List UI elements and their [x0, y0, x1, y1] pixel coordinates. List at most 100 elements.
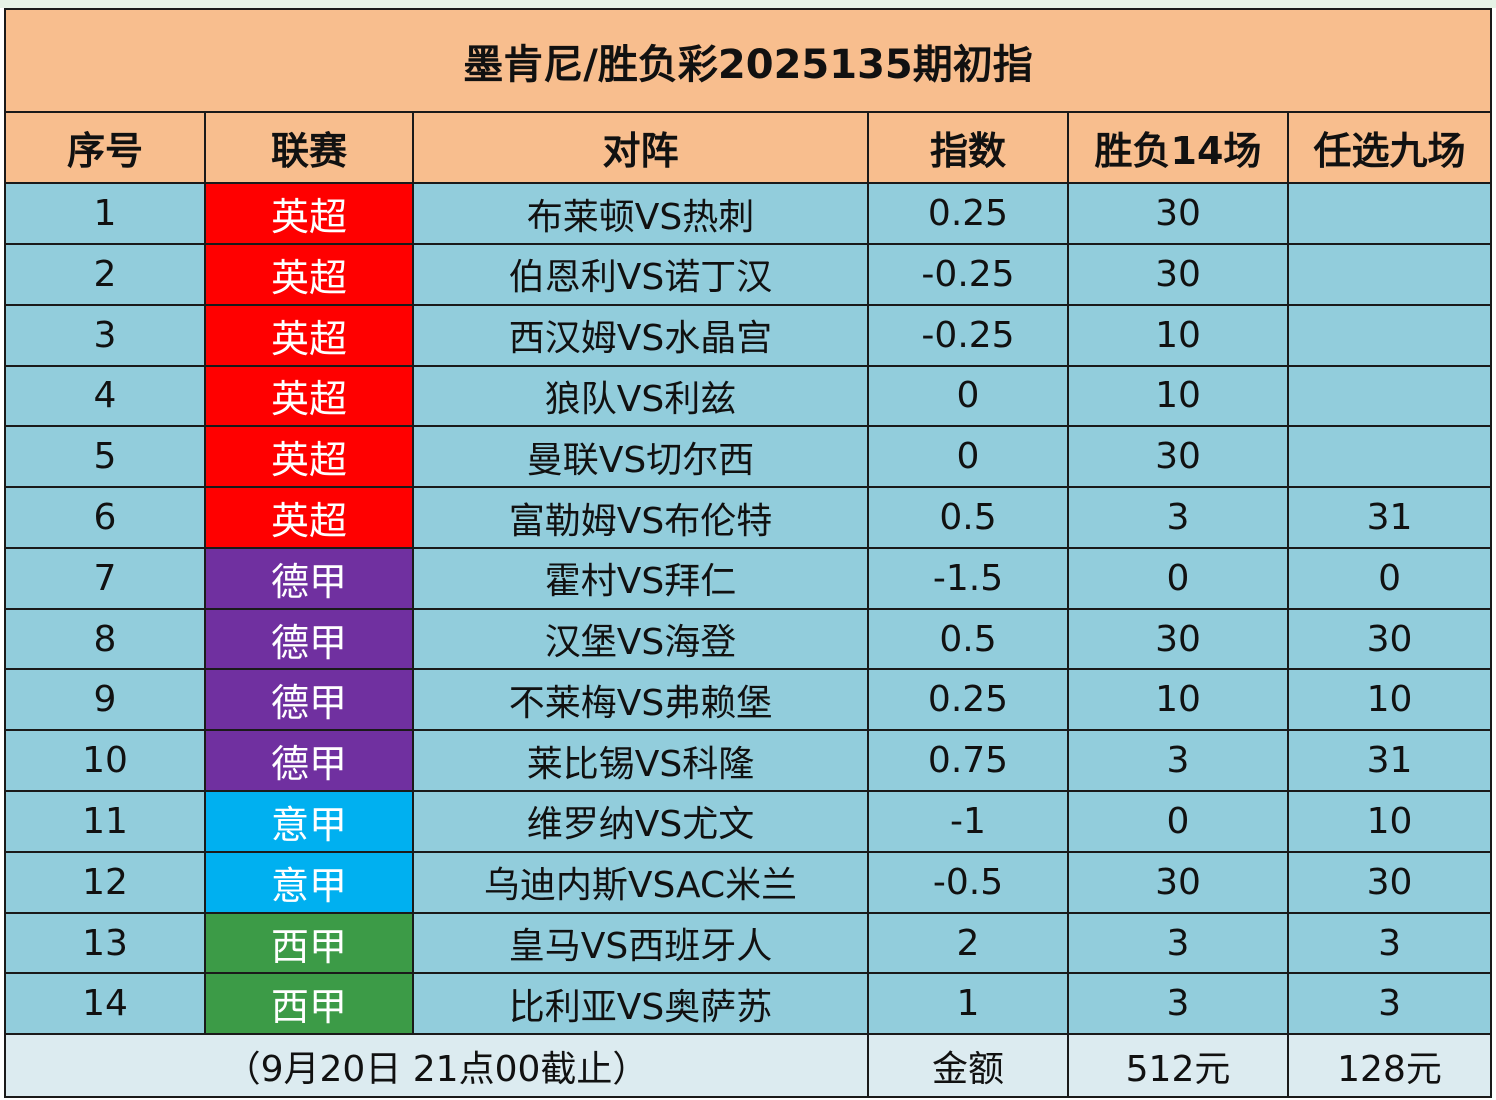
- cell-r9: 31: [1286, 486, 1493, 549]
- cell-sf14: 30: [1067, 850, 1289, 914]
- cell-r9: 31: [1286, 729, 1493, 793]
- cell-seq: 6: [4, 486, 206, 549]
- cell-r9: [1286, 243, 1493, 306]
- cell-r9: 10: [1286, 668, 1493, 732]
- cell-seq: 3: [4, 303, 206, 367]
- sf14-amount: 512元: [1067, 1033, 1289, 1098]
- cell-r9: [1286, 182, 1493, 246]
- cell-index: 1: [867, 972, 1069, 1036]
- cell-match: 汉堡VS海登: [412, 607, 869, 671]
- cell-match: 不莱梅VS弗赖堡: [412, 668, 869, 732]
- cell-seq: 9: [4, 668, 206, 732]
- cell-r9: [1286, 364, 1493, 428]
- cell-league: 英超: [204, 425, 414, 489]
- table-row: 4 英超 狼队VS利兹 0 10: [4, 364, 1493, 428]
- table-title: 墨肯尼/胜负彩2025135期初指: [3, 7, 1493, 114]
- cell-match: 富勒姆VS布伦特: [412, 486, 869, 549]
- cell-r9: 30: [1286, 850, 1493, 914]
- sheet-top-strip: [0, 0, 1496, 8]
- cell-league: 英超: [204, 303, 414, 367]
- cell-index: -1: [867, 790, 1069, 853]
- table-row: 10 德甲 莱比锡VS科隆 0.75 3 31: [4, 729, 1493, 793]
- cell-league: 西甲: [204, 972, 414, 1036]
- cell-seq: 11: [4, 790, 206, 853]
- table-row: 9 德甲 不莱梅VS弗赖堡 0.25 10 10: [4, 668, 1493, 732]
- table-row: 11 意甲 维罗纳VS尤文 -1 0 10: [4, 790, 1493, 853]
- cell-league: 英超: [204, 182, 414, 246]
- table-row: 1 英超 布莱顿VS热刺 0.25 30: [4, 182, 1493, 246]
- cell-index: 0: [867, 364, 1069, 428]
- header-row: 序号 联赛 对阵 指数 胜负14场 任选九场: [4, 111, 1493, 185]
- cell-sf14: 30: [1067, 607, 1289, 671]
- table-row: 13 西甲 皇马VS西班牙人 2 3 3: [4, 911, 1493, 975]
- cell-match: 西汉姆VS水晶宫: [412, 303, 869, 367]
- cell-sf14: 30: [1067, 243, 1289, 306]
- header-seq: 序号: [4, 111, 206, 185]
- cell-r9: 3: [1286, 972, 1493, 1036]
- cell-r9: 0: [1286, 546, 1493, 610]
- cell-seq: 5: [4, 425, 206, 489]
- cell-league: 德甲: [204, 668, 414, 732]
- header-match: 对阵: [412, 111, 869, 185]
- table-row: 14 西甲 比利亚VS奥萨苏 1 3 3: [4, 972, 1493, 1036]
- cell-league: 德甲: [204, 729, 414, 793]
- cell-sf14: 10: [1067, 668, 1289, 732]
- header-index: 指数: [867, 111, 1069, 185]
- cell-match: 霍村VS拜仁: [412, 546, 869, 610]
- cell-index: 0.75: [867, 729, 1069, 793]
- cell-index: -0.25: [867, 303, 1069, 367]
- table-row: 8 德甲 汉堡VS海登 0.5 30 30: [4, 607, 1493, 671]
- table-row: 3 英超 西汉姆VS水晶宫 -0.25 10: [4, 303, 1493, 367]
- cell-seq: 13: [4, 911, 206, 975]
- cell-match: 狼队VS利兹: [412, 364, 869, 428]
- table-row: 7 德甲 霍村VS拜仁 -1.5 0 0: [4, 546, 1493, 610]
- cell-index: 0.25: [867, 668, 1069, 732]
- cell-seq: 14: [4, 972, 206, 1036]
- cell-league: 意甲: [204, 790, 414, 853]
- cell-match: 曼联VS切尔西: [412, 425, 869, 489]
- cell-match: 比利亚VS奥萨苏: [412, 972, 869, 1036]
- header-league: 联赛: [204, 111, 414, 185]
- cell-seq: 8: [4, 607, 206, 671]
- cell-index: -0.25: [867, 243, 1069, 306]
- header-sf14: 胜负14场: [1067, 111, 1289, 185]
- cell-league: 德甲: [204, 607, 414, 671]
- cell-index: 0.5: [867, 486, 1069, 549]
- cell-league: 西甲: [204, 911, 414, 975]
- table-row: 6 英超 富勒姆VS布伦特 0.5 3 31: [4, 486, 1493, 549]
- cell-league: 德甲: [204, 546, 414, 610]
- cell-seq: 1: [4, 182, 206, 246]
- cell-seq: 4: [4, 364, 206, 428]
- cell-sf14: 10: [1067, 303, 1289, 367]
- cell-sf14: 3: [1067, 486, 1289, 549]
- cell-league: 英超: [204, 364, 414, 428]
- cell-index: -0.5: [867, 850, 1069, 914]
- cell-r9: 3: [1286, 911, 1493, 975]
- cell-match: 皇马VS西班牙人: [412, 911, 869, 975]
- cell-seq: 7: [4, 546, 206, 610]
- title-row: 墨肯尼/胜负彩2025135期初指: [3, 7, 1493, 114]
- cell-match: 莱比锡VS科隆: [412, 729, 869, 793]
- cell-index: 0.25: [867, 182, 1069, 246]
- cell-r9: 30: [1286, 607, 1493, 671]
- cell-sf14: 3: [1067, 972, 1289, 1036]
- amount-label: 金额: [867, 1033, 1069, 1098]
- table-row: 2 英超 伯恩利VS诺丁汉 -0.25 30: [4, 243, 1493, 306]
- cell-sf14: 3: [1067, 729, 1289, 793]
- cell-league: 英超: [204, 243, 414, 306]
- cell-seq: 10: [4, 729, 206, 793]
- cell-seq: 2: [4, 243, 206, 306]
- cell-index: 2: [867, 911, 1069, 975]
- cell-league: 英超: [204, 486, 414, 549]
- lottery-table: 墨肯尼/胜负彩2025135期初指 序号 联赛 对阵 指数 胜负14场 任选九场…: [3, 7, 1493, 1098]
- cell-r9: [1286, 425, 1493, 489]
- cell-seq: 12: [4, 850, 206, 914]
- r9-amount: 128元: [1286, 1033, 1493, 1098]
- cell-league: 意甲: [204, 850, 414, 914]
- cell-r9: [1286, 303, 1493, 367]
- cell-sf14: 3: [1067, 911, 1289, 975]
- deadline-note: （9月20日 21点00截止）: [4, 1033, 869, 1098]
- cell-match: 维罗纳VS尤文: [412, 790, 869, 853]
- cell-index: 0: [867, 425, 1069, 489]
- header-r9: 任选九场: [1286, 111, 1493, 185]
